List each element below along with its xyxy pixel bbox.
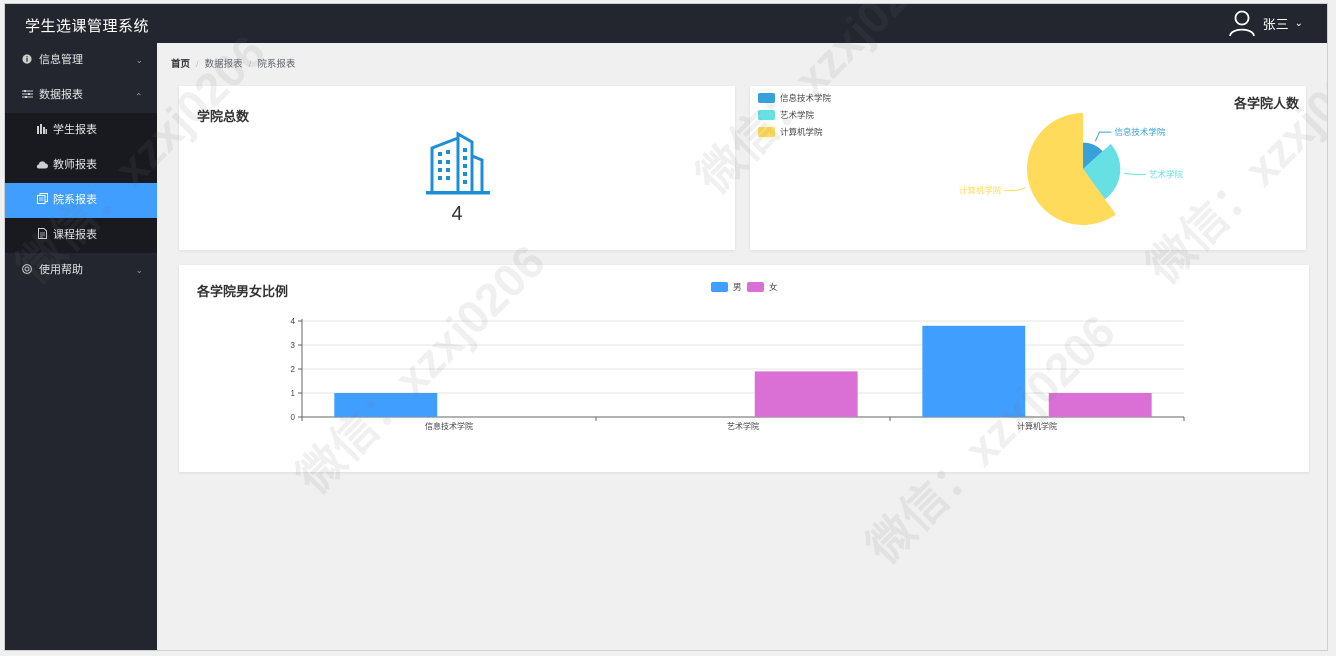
legend-label: 艺术学院 (780, 110, 815, 120)
college-population-card: 各学院人数 信息技术学院 艺术学院 计算机学院 信息技术学院 艺术学院 计算机学院 (750, 86, 1306, 250)
legend-label: 计算机学院 (780, 127, 823, 137)
bar-legend-item-female[interactable]: 女 (747, 281, 778, 293)
bar-chart-icon (35, 113, 49, 148)
breadcrumb-item-department-report: 院系报表 (257, 59, 296, 70)
bar-male[interactable] (922, 325, 1026, 417)
card-title: 各学院男女比例 (197, 284, 289, 299)
sidebar-item-label: 数据报表 (39, 89, 83, 101)
copy-icon (35, 183, 49, 218)
cloud-icon (35, 148, 49, 183)
building-icon (426, 131, 490, 195)
data-reports-submenu: 学生报表 教师报表 院系报表 课程报表 (5, 113, 157, 253)
sidebar-item-course-report[interactable]: 课程报表 (5, 218, 157, 253)
bar-legend-item-male[interactable]: 男 (711, 281, 742, 293)
sidebar-item-label: 教师报表 (53, 159, 97, 171)
bar-female[interactable] (1048, 393, 1152, 417)
sidebar-item-label: 课程报表 (53, 229, 97, 241)
pie-leader-line (1124, 172, 1147, 175)
breadcrumb: 首页 / 数据报表 / 院系报表 (171, 56, 295, 70)
legend-label: 信息技术学院 (780, 93, 832, 103)
sidebar-item-student-report[interactable]: 学生报表 (5, 113, 157, 148)
bar-chart: 0 1 2 3 4 信息技术学院 艺术学院 计算机学院 (291, 317, 1185, 431)
sidebar-item-label: 使用帮助 (39, 264, 83, 276)
breadcrumb-item-data-reports[interactable]: 数据报表 (204, 59, 243, 70)
pie-slice[interactable] (1083, 144, 1121, 200)
sidebar-item-help[interactable]: 使用帮助 ⌄ (5, 253, 157, 288)
sidebar: 信息管理 ⌄ 数据报表 ⌄ 学生报表 教师报表 (5, 43, 157, 650)
bar-female[interactable] (754, 371, 858, 417)
x-tick-label: 信息技术学院 (425, 421, 473, 431)
pie-slice-label: 计算机学院 (959, 186, 1002, 196)
main-content: 首页 / 数据报表 / 院系报表 学院总数 (157, 43, 1327, 650)
sidebar-item-teacher-report[interactable]: 教师报表 (5, 148, 157, 183)
chevron-down-icon: ⌄ (1294, 17, 1303, 29)
y-tick-label: 3 (291, 341, 296, 350)
sidebar-item-label: 学生报表 (53, 124, 97, 136)
y-tick-label: 0 (291, 413, 296, 422)
y-tick-label: 1 (291, 389, 296, 398)
pie-leader-line (1004, 187, 1027, 192)
chevron-up-icon: ⌄ (135, 91, 143, 101)
sliders-icon (20, 78, 34, 113)
gender-ratio-card: 各学院男女比例 男 女 0 1 2 3 4 信息技术学院 艺术学院 计算机学院 (179, 265, 1309, 472)
user-name: 张三 (1262, 16, 1289, 32)
info-icon (20, 43, 34, 78)
x-tick-label: 计算机学院 (1017, 421, 1057, 431)
app-window: 学生选课管理系统 张三 ⌄ 信息管理 ⌄ 数据报表 ⌄ (4, 3, 1328, 651)
sidebar-item-info-management[interactable]: 信息管理 ⌄ (5, 43, 157, 78)
legend-swatch (758, 127, 775, 137)
legend-swatch (758, 93, 775, 103)
chevron-down-icon: ⌄ (135, 265, 143, 275)
sidebar-item-department-report[interactable]: 院系报表 (5, 183, 157, 218)
chevron-down-icon: ⌄ (135, 55, 143, 65)
pie-legend-item[interactable]: 计算机学院 (758, 126, 823, 138)
card-title: 学院总数 (197, 109, 250, 124)
pie-slice-label: 信息技术学院 (1114, 127, 1166, 137)
pie-leader-line (1094, 131, 1112, 142)
sidebar-item-data-reports[interactable]: 数据报表 ⌄ (5, 78, 157, 113)
app-title: 学生选课管理系统 (25, 18, 150, 35)
pie-slice[interactable] (1027, 113, 1116, 225)
legend-swatch (758, 110, 775, 120)
help-icon (20, 253, 34, 288)
sidebar-item-label: 院系报表 (53, 194, 97, 206)
user-menu[interactable]: 张三 ⌄ (1227, 8, 1303, 38)
pie-legend-item[interactable]: 信息技术学院 (758, 92, 831, 104)
breadcrumb-separator: / (248, 59, 252, 70)
legend-swatch (711, 282, 728, 292)
pie-slice[interactable] (1083, 142, 1103, 169)
pie-slice-label: 艺术学院 (1149, 169, 1184, 179)
breadcrumb-separator: / (196, 59, 199, 70)
top-bar: 学生选课管理系统 张三 ⌄ (5, 4, 1327, 43)
user-avatar-icon (1228, 10, 1255, 37)
pie-legend-item[interactable]: 艺术学院 (758, 109, 814, 121)
x-tick-label: 艺术学院 (727, 421, 759, 431)
y-tick-label: 4 (291, 317, 296, 326)
college-count-value: 4 (451, 203, 463, 225)
document-icon (35, 218, 49, 253)
legend-label: 女 (769, 282, 778, 292)
college-count-card: 学院总数 4 (179, 86, 735, 250)
breadcrumb-item-home[interactable]: 首页 (171, 59, 191, 70)
card-title: 各学院人数 (1233, 96, 1299, 111)
legend-swatch (747, 282, 764, 292)
sidebar-item-label: 信息管理 (39, 54, 83, 66)
y-tick-label: 2 (291, 365, 296, 374)
legend-label: 男 (733, 282, 742, 292)
bar-male[interactable] (334, 393, 438, 417)
